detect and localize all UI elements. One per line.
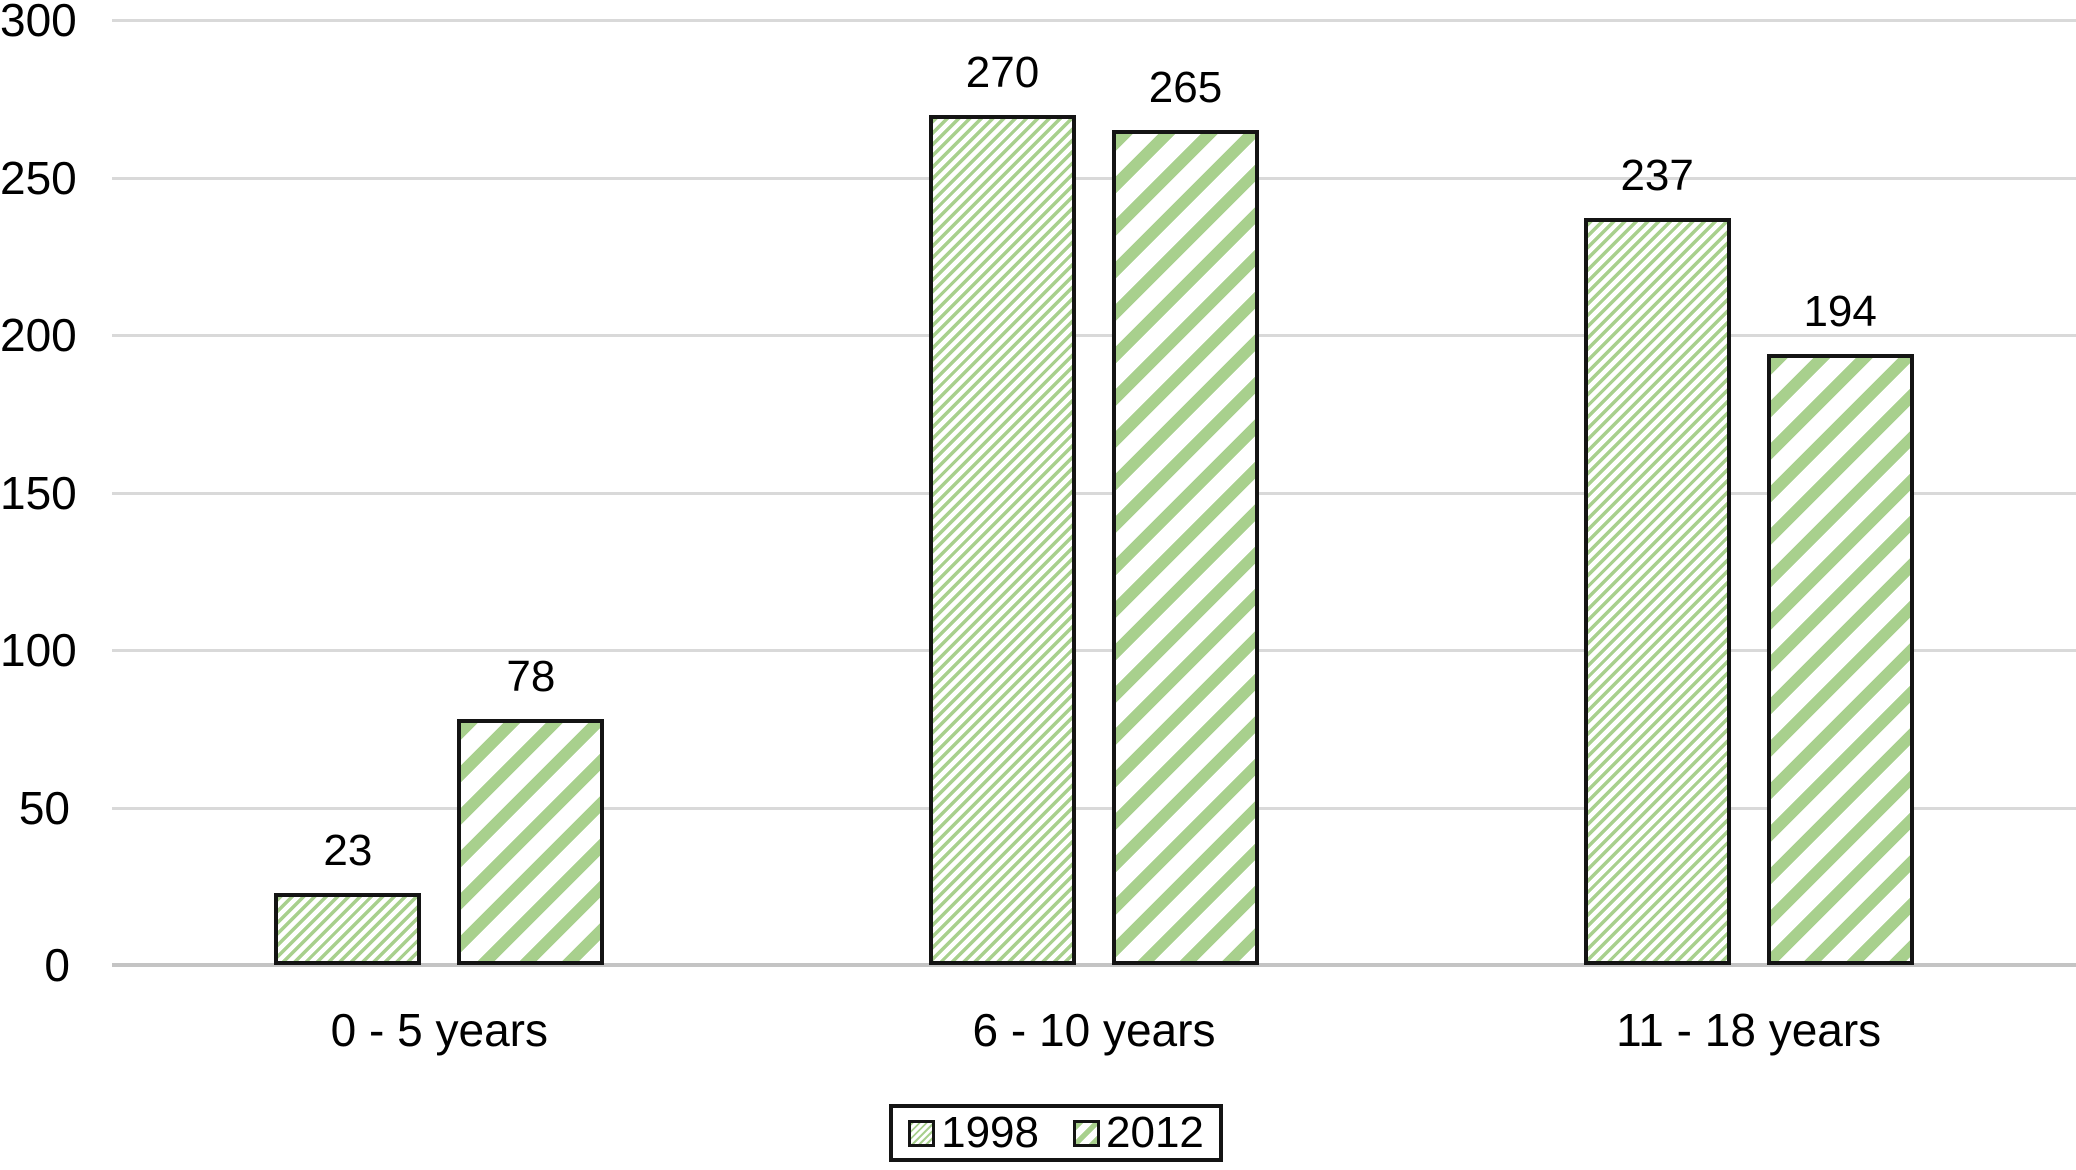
- legend-entry-2012: 2012: [1073, 1111, 1204, 1155]
- data-label-1998-category-0: 23: [323, 825, 373, 875]
- x-axis-line: [112, 963, 2076, 967]
- legend-box: 1998 2012: [889, 1104, 1223, 1162]
- gridline: [112, 806, 2076, 810]
- bar-2012-category-2: [1766, 353, 1914, 965]
- gridline: [112, 334, 2076, 337]
- data-label-2012-category-1: 265: [1148, 63, 1223, 113]
- y-axis-tick-label: 200: [0, 309, 77, 361]
- x-axis-category-label: 11 - 18 years: [1616, 1004, 1882, 1056]
- legend-swatch-1998-icon: [908, 1119, 936, 1147]
- legend-swatch-2012-icon: [1073, 1119, 1100, 1147]
- gridline: [112, 491, 2076, 495]
- legend-label: 1998: [941, 1108, 1039, 1157]
- bar-2012-category-1: [1112, 130, 1259, 965]
- data-label-2012-category-2: 194: [1803, 286, 1877, 336]
- bar-1998-category-2: [1583, 218, 1731, 965]
- y-axis-tick-label: 150: [0, 466, 77, 519]
- bar-1998-category-0: [274, 892, 422, 965]
- data-label-2012-category-0: 78: [506, 652, 556, 702]
- x-axis-category-label: 0 - 5 years: [330, 1004, 548, 1056]
- y-axis-tick-label: 250: [0, 151, 77, 204]
- gridline: [112, 19, 2076, 22]
- bar-1998-category-1: [929, 114, 1076, 965]
- data-label-1998-category-1: 270: [965, 47, 1040, 97]
- data-label-1998-category-2: 237: [1620, 151, 1694, 201]
- gridline: [112, 176, 2076, 180]
- x-axis-category-label: 6 - 10 years: [972, 1004, 1216, 1056]
- y-axis-tick-label: 300: [0, 0, 77, 46]
- gridline: [112, 649, 2076, 652]
- bar-2012-category-0: [457, 719, 605, 965]
- y-axis-tick-label: 0: [44, 939, 70, 991]
- legend-label: 2012: [1106, 1108, 1204, 1157]
- y-axis-tick-label: 100: [0, 624, 77, 676]
- legend-entry-1998: 1998: [908, 1111, 1039, 1155]
- y-axis-tick-label: 50: [18, 781, 70, 834]
